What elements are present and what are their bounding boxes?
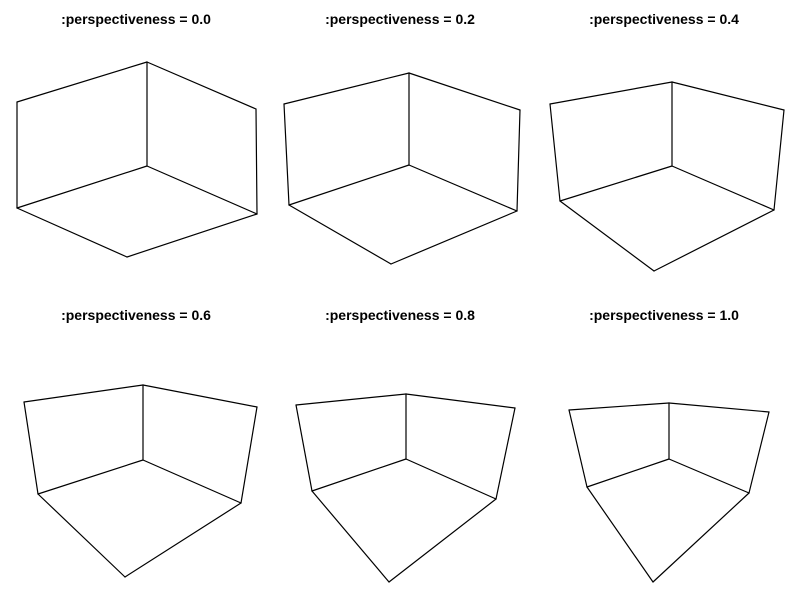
floor-front-left-edge <box>586 486 654 583</box>
axis-box-5 <box>295 393 516 583</box>
axis-box-4 <box>23 384 258 578</box>
floor-back-left-edge <box>311 458 407 492</box>
floor-back-left-edge <box>288 164 410 206</box>
floor-front-left-edge <box>559 200 655 272</box>
axis-box-3 <box>549 81 785 272</box>
axis-box-6 <box>568 402 770 583</box>
top-left-edge <box>23 384 144 403</box>
right-vertical-edge <box>495 407 516 500</box>
top-right-edge <box>668 402 770 413</box>
left-vertical-edge <box>549 103 561 202</box>
right-vertical-edge <box>240 406 258 504</box>
floor-front-right-edge <box>388 498 497 583</box>
top-right-edge <box>405 393 516 409</box>
top-right-edge <box>142 384 258 408</box>
top-left-edge <box>549 81 673 105</box>
top-right-edge <box>671 81 785 111</box>
left-vertical-edge <box>23 401 39 495</box>
top-right-edge <box>146 61 257 110</box>
floor-front-right-edge <box>124 502 242 578</box>
left-vertical-edge <box>568 409 588 488</box>
top-right-edge <box>408 72 521 111</box>
top-left-edge <box>16 61 148 103</box>
left-vertical-edge <box>295 404 313 492</box>
floor-back-left-edge <box>586 458 670 488</box>
left-vertical-edge <box>283 103 290 206</box>
floor-front-left-edge <box>37 493 126 578</box>
top-left-edge <box>295 393 407 406</box>
panel-title-2: :perspectiveness = 0.2 <box>325 11 475 27</box>
panel-title-4: :perspectiveness = 0.6 <box>61 307 211 323</box>
floor-front-left-edge <box>311 490 390 583</box>
floor-back-left-edge <box>37 459 144 495</box>
floor-front-right-edge <box>126 213 258 258</box>
top-left-edge <box>283 72 410 105</box>
floor-back-right-edge <box>405 458 497 500</box>
right-vertical-edge <box>516 109 521 212</box>
axis-box-1 <box>16 61 258 258</box>
panel-title-6: :perspectiveness = 1.0 <box>589 307 739 323</box>
top-left-edge <box>568 402 670 411</box>
right-vertical-edge <box>748 411 770 494</box>
floor-front-right-edge <box>652 492 750 583</box>
panel-title-5: :perspectiveness = 0.8 <box>325 307 475 323</box>
floor-back-right-edge <box>668 458 750 494</box>
floor-back-right-edge <box>146 165 258 215</box>
floor-back-right-edge <box>142 459 242 504</box>
floor-back-left-edge <box>16 165 148 209</box>
floor-back-right-edge <box>408 164 518 212</box>
floor-back-left-edge <box>559 165 673 202</box>
panel-title-1: :perspectiveness = 0.0 <box>61 11 211 27</box>
panel-title-3: :perspectiveness = 0.4 <box>589 11 739 27</box>
axis-box-2 <box>283 72 521 265</box>
floor-back-right-edge <box>671 165 775 211</box>
floor-front-right-edge <box>390 210 518 265</box>
right-vertical-edge <box>773 109 785 211</box>
floor-front-right-edge <box>653 209 775 272</box>
floor-front-left-edge <box>288 204 392 265</box>
right-vertical-edge <box>255 108 258 215</box>
floor-front-left-edge <box>16 207 128 258</box>
